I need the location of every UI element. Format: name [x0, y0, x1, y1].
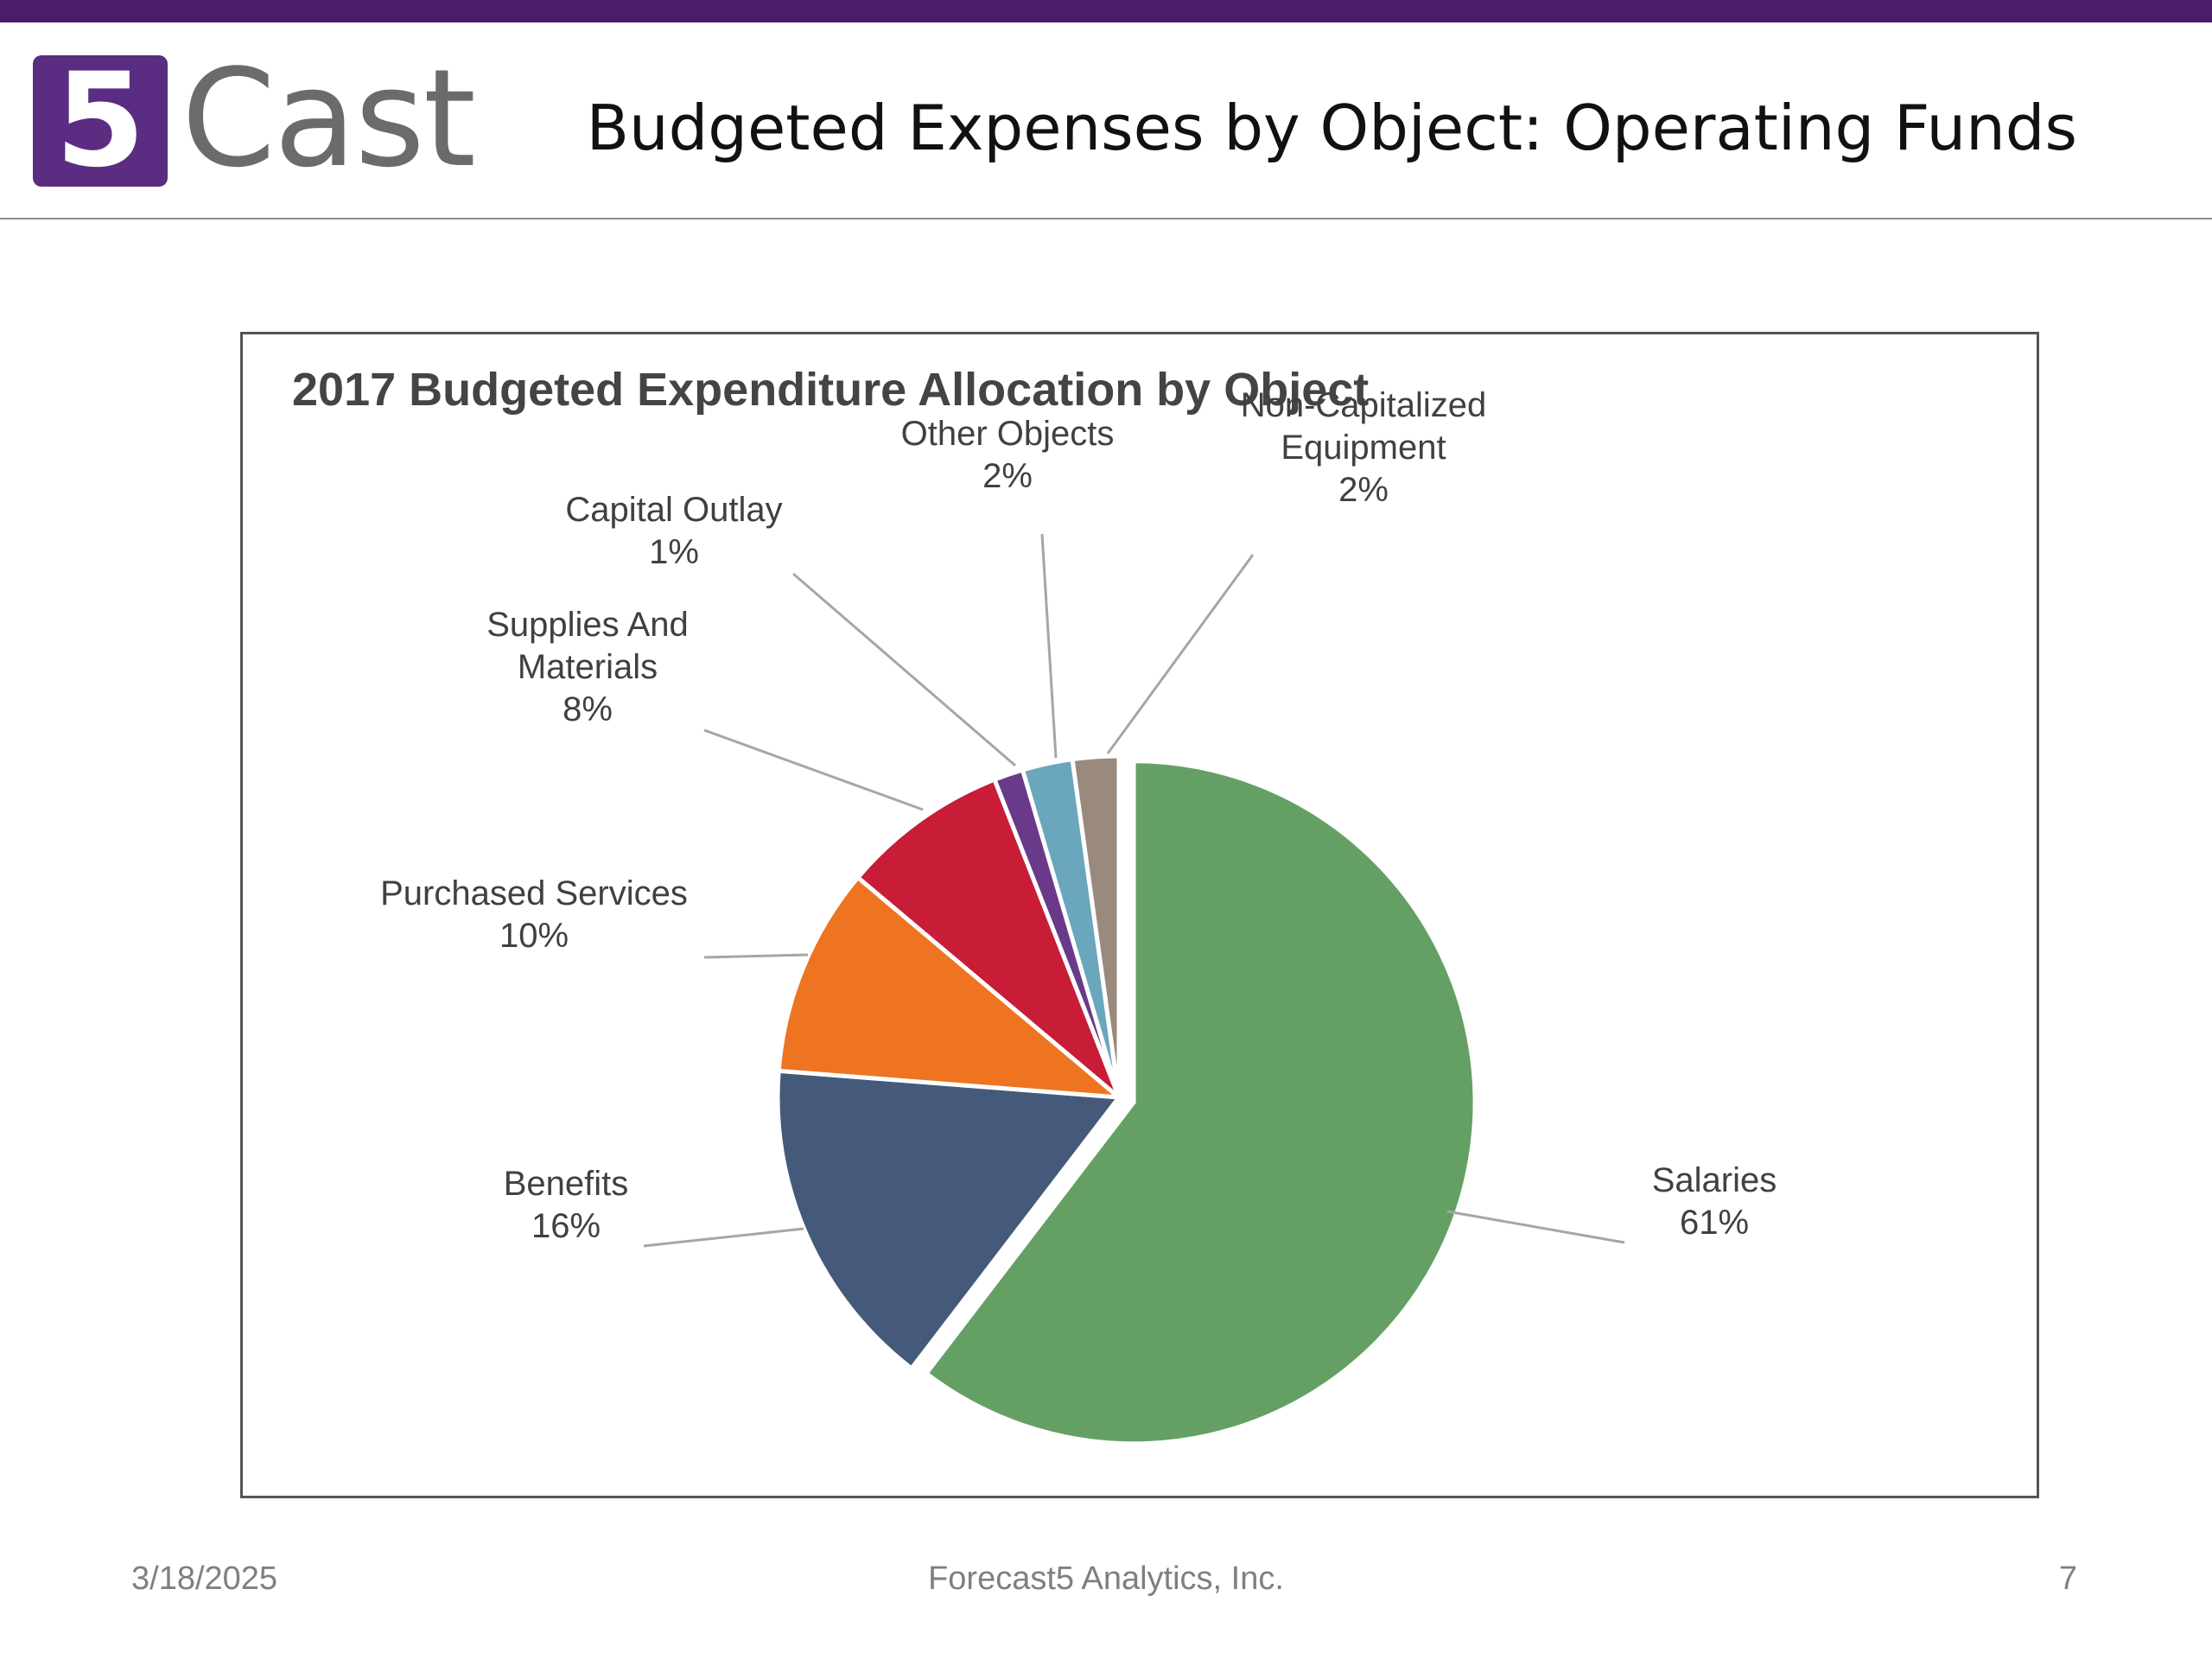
leader-line [703, 953, 809, 959]
slice-label: Benefits 16% [504, 1165, 629, 1245]
pie-slice-non-capitalized-equipment [1070, 753, 1122, 1098]
slice-name: Other Objects [901, 415, 1115, 453]
slice-name: Materials [518, 648, 658, 686]
slice-name: Equipment [1281, 429, 1446, 467]
leader-line [1106, 554, 1255, 754]
slide-title: Budgeted Expenses by Object: Operating F… [586, 92, 2077, 164]
slice-label: Supplies And Materials 8% [486, 606, 689, 728]
pie-slice-supplies-and-materials [855, 776, 1122, 1099]
pie-slice-benefits [775, 1068, 1123, 1372]
leader-line [1040, 533, 1058, 759]
slice-percent: 61% [1680, 1204, 1749, 1242]
slice-name: Capital Outlay [565, 491, 782, 529]
slice-label: Capital Outlay 1% [565, 491, 782, 571]
slice-name: Benefits [504, 1165, 629, 1203]
forecast5-logo: 5 Cast [33, 40, 482, 197]
chart-title: 2017 Budgeted Expenditure Allocation by … [292, 364, 1370, 416]
slice-name: Non-Capitalized [1241, 386, 1487, 424]
slice-percent: 16% [531, 1207, 601, 1245]
slice-label: Salaries 61% [1652, 1161, 1777, 1242]
leader-line [792, 572, 1016, 767]
top-accent-bar [0, 0, 2212, 22]
pie-slice-purchased-services [776, 874, 1126, 1101]
slice-percent: 10% [499, 917, 569, 955]
slice-percent: 2% [982, 457, 1033, 495]
slice-percent: 8% [563, 690, 613, 728]
slice-label: Other Objects 2% [901, 415, 1115, 495]
leader-line [643, 1227, 804, 1248]
leader-line [1446, 1210, 1625, 1244]
footer-date: 3/18/2025 [131, 1560, 278, 1597]
slice-label: Purchased Services 10% [380, 874, 688, 955]
slide-header: 5 Cast Budgeted Expenses by Object: Oper… [0, 22, 2212, 219]
page-number: 7 [2058, 1560, 2077, 1597]
logo-wordmark: Cast [181, 40, 476, 197]
slice-label: Non-Capitalized Equipment 2% [1241, 386, 1487, 509]
leader-line [703, 728, 924, 811]
slice-name: Salaries [1652, 1161, 1777, 1199]
slice-percent: 2% [1338, 471, 1389, 509]
slice-percent: 1% [649, 533, 699, 571]
slice-name: Purchased Services [380, 874, 688, 912]
footer-company: Forecast5 Analytics, Inc. [928, 1560, 1284, 1597]
slice-name: Supplies And [486, 606, 689, 644]
logo-mark: 5 [33, 55, 168, 187]
